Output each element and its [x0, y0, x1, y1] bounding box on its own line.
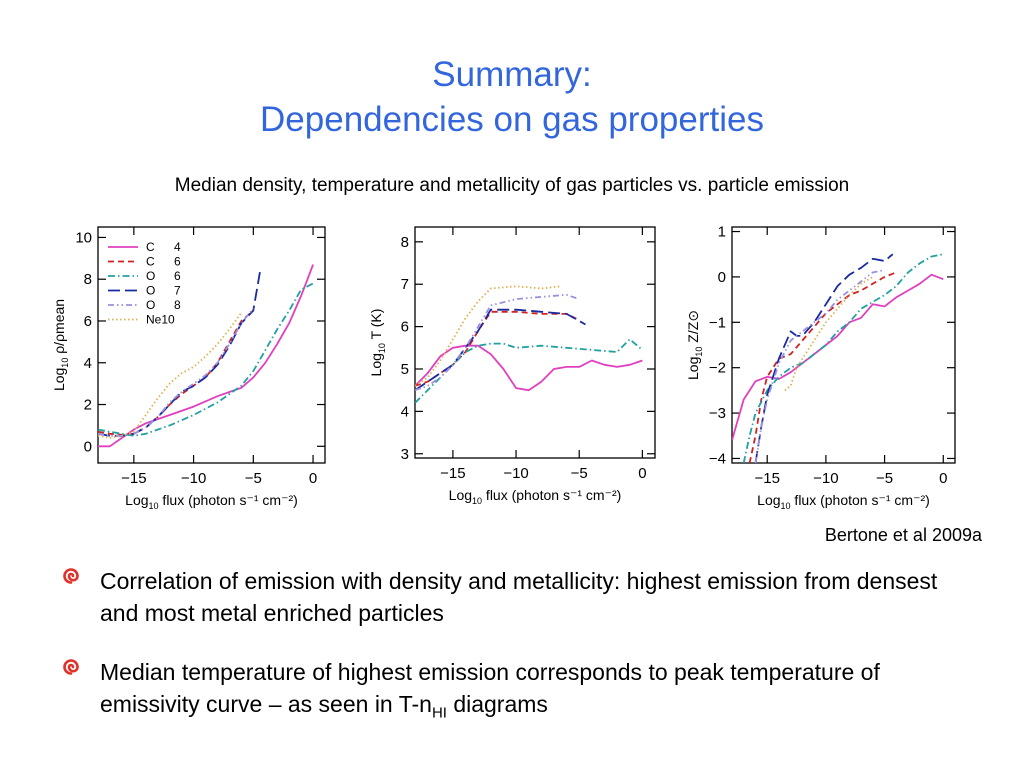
y-tick-label: 4	[401, 403, 409, 420]
temperature-chart: −15 −10 −5 0 3 4 5 6 7 8 Log10 flux (photon s⁻¹ cm…	[370, 226, 656, 506]
plot-frame	[414, 226, 656, 459]
y-tick-label: −1	[709, 314, 726, 331]
series-line-o6	[98, 282, 314, 437]
y-tick-label: 7	[401, 276, 409, 293]
x-axis-label: Log10 flux (photon s⁻¹ cm⁻²)	[125, 492, 298, 511]
spiral-bullet-icon	[63, 568, 79, 584]
legend-label-ion: 7	[174, 284, 181, 298]
x-tick-label: 0	[309, 470, 317, 487]
x-tick-label: −10	[181, 470, 206, 487]
x-axis-label: Log10 flux (photon s⁻¹ cm⁻²)	[757, 492, 930, 511]
x-tick-label: 0	[638, 465, 646, 482]
legend-label: O	[146, 298, 155, 312]
y-tick-label: 0	[84, 438, 92, 455]
legend-label-ion: 6	[174, 255, 181, 269]
series-line-o6	[415, 338, 643, 404]
figure-caption: Median density, temperature and metallic…	[174, 175, 850, 196]
y-tick-label: 10	[75, 229, 92, 246]
legend-label: C	[146, 255, 155, 269]
x-tick-label: −5	[571, 465, 588, 482]
y-tick-label: 6	[84, 313, 92, 330]
bullet-text-main: Median temperature of highest emission c…	[100, 659, 880, 717]
y-tick-label: 8	[401, 234, 409, 251]
legend-label-ion: 6	[174, 269, 181, 283]
bullet-text: Correlation of emission with density and…	[100, 568, 938, 626]
x-tick-label: −5	[245, 470, 262, 487]
series-line-c6	[748, 271, 897, 463]
series-line-ne10	[98, 312, 243, 439]
bullet-text-subscript: HI	[431, 704, 447, 722]
y-axis-label: Log10 ρ/ρmean	[51, 299, 70, 391]
legend-label-ion: 8	[174, 298, 181, 312]
series-line-c6	[98, 309, 254, 436]
y-axis-label: Log10 T (K)	[370, 309, 387, 377]
bullet-text-end: diagrams	[446, 691, 548, 717]
legend-label: Ne10	[146, 313, 175, 327]
x-tick-label: −15	[440, 465, 465, 482]
x-tick-label: −15	[121, 470, 146, 487]
series-line-ne10	[784, 276, 874, 392]
y-tick-label: 6	[401, 319, 409, 336]
slide-title-line1: Summary:	[432, 55, 592, 94]
plot-frame	[731, 226, 956, 464]
x-tick-label: −15	[754, 470, 779, 487]
y-tick-label: 1	[718, 224, 726, 241]
y-tick-label: 5	[401, 361, 409, 378]
legend-label: O	[146, 269, 155, 283]
series-line-c4	[415, 344, 643, 392]
plot-frame	[97, 226, 326, 464]
y-tick-label: −3	[709, 405, 726, 422]
y-tick-label: 8	[84, 271, 92, 288]
x-tick-label: 0	[939, 470, 947, 487]
x-tick-label: −5	[876, 470, 893, 487]
y-tick-label: −2	[709, 360, 726, 377]
legend-label: O	[146, 284, 155, 298]
x-axis-label: Log10 flux (photon s⁻¹ cm⁻²)	[449, 487, 622, 506]
y-tick-label: 3	[401, 446, 409, 463]
y-axis-label: Log10 Z/Z⊙	[685, 310, 704, 380]
y-tick-label: 2	[84, 397, 92, 414]
series-line-c4	[732, 273, 944, 441]
y-tick-label: 4	[84, 355, 92, 372]
y-tick-label: −4	[709, 450, 726, 467]
series-line-o8	[98, 307, 254, 437]
series-line-c6	[415, 310, 580, 387]
series-line-o7	[415, 308, 586, 391]
legend-label: C	[146, 240, 155, 254]
figure-credit: Bertone et al 2009a	[824, 525, 982, 545]
series-line-ne10	[415, 285, 561, 387]
legend-label-ion: 4	[174, 240, 181, 254]
x-tick-label: −10	[503, 465, 528, 482]
series-line-c4	[98, 264, 314, 448]
series-line-o7	[754, 253, 894, 463]
y-tick-label: 0	[718, 269, 726, 286]
slide-title-line2: Dependencies on gas properties	[260, 100, 764, 139]
series-line-o8	[754, 269, 885, 463]
x-tick-label: −10	[813, 470, 838, 487]
series-line-o6	[742, 253, 944, 463]
series-line-o8	[415, 293, 580, 392]
bullet-text: Median temperature of highest emission c…	[100, 656, 960, 730]
spiral-bullet-icon	[63, 659, 79, 675]
